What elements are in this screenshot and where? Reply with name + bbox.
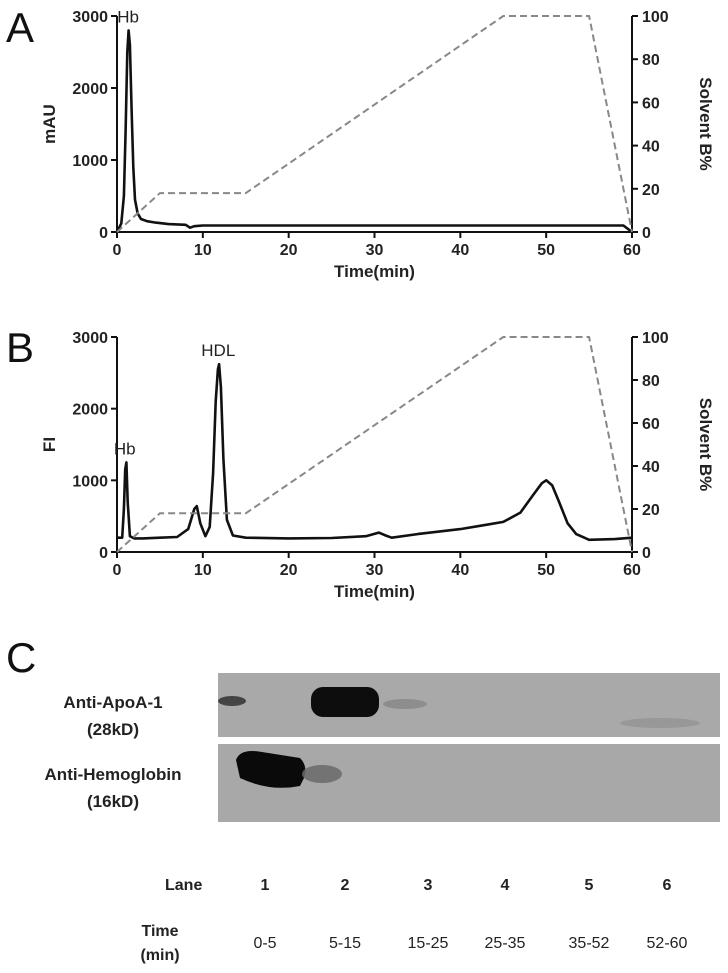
y-tick-label: 1000 [72,473,108,490]
y2-tick-label: 80 [642,52,660,69]
solvent-gradient-line [116,15,633,233]
x-tick-label: 40 [451,242,469,259]
x-tick-label: 30 [366,562,384,579]
blot-membrane-hemoglobin [218,744,720,822]
blot-band-hemoglobin-lane1 [236,751,306,788]
lane-labels: 1 2 3 4 5 6 0-5 5-15 15-25 25-35 35-52 52-60 [253,877,687,952]
y-tick-label: 3000 [72,9,108,26]
y2-axis-title: Solvent B% [696,398,715,492]
lane-number: 5 [585,877,594,894]
x-tick-label: 40 [451,562,469,579]
blot-band-apoa1-lane6 [620,718,700,728]
lane-time-range: 0-5 [253,935,276,952]
x-tick-label: 10 [194,562,212,579]
lane-time-range: 25-35 [485,935,526,952]
y2-tick-label: 20 [642,182,660,199]
y2-tick-label: 0 [642,545,651,562]
x-tick-label: 0 [113,242,122,259]
solvent-gradient-line [116,336,633,553]
blot-band-hemoglobin-lane2 [302,765,342,783]
x-tick-label: 50 [537,562,555,579]
lane-number: 2 [341,877,350,894]
y2-tick-label: 0 [642,225,651,242]
x-tick-label: 30 [366,242,384,259]
blot-row-2-sublabel: (16kD) [87,792,139,811]
lane-number: 1 [261,877,270,894]
y-tick-label: 0 [99,545,108,562]
y2-axis-title: Solvent B% [696,77,715,171]
blot-row-1-sublabel: (28kD) [87,720,139,739]
y-tick-label: 3000 [72,330,108,347]
x-axis-title: Time(min) [334,582,415,601]
peak-label: HDL [201,341,235,360]
y-axis-title: mAU [40,104,59,144]
lane-number: 3 [424,877,433,894]
x-tick-label: 50 [537,242,555,259]
y2-tick-label: 80 [642,373,660,390]
chart-b: 0 10 20 30 40 50 600100020003000020406080100Ti… [40,330,715,601]
lane-time-range: 5-15 [329,935,361,952]
y2-tick-label: 60 [642,95,660,112]
blot-row-2-label: Anti-Hemoglobin [45,765,182,784]
x-tick-label: 20 [280,242,298,259]
blot-band-apoa1-lane3 [383,699,427,709]
lane-time-range: 15-25 [408,935,449,952]
peak-label: Hb [117,7,139,26]
y2-tick-label: 40 [642,139,660,156]
y2-tick-label: 100 [642,9,669,26]
peak-label: Hb [114,439,136,458]
western-blot: Anti-ApoA-1 (28kD) Anti-Hemoglobin (16kD… [45,673,720,964]
blot-band-apoa1-lane2 [311,687,379,717]
time-unit-header: (min) [140,947,179,964]
y-tick-label: 2000 [72,81,108,98]
lane-number: 6 [663,877,672,894]
x-tick-label: 20 [280,562,298,579]
panel-label-a: A [6,4,34,51]
panel-label-c: C [6,634,36,681]
lane-time-range: 52-60 [647,935,688,952]
y-tick-label: 2000 [72,402,108,419]
x-tick-label: 10 [194,242,212,259]
panel-label-b: B [6,324,34,371]
y-axis-title: FI [40,437,59,452]
x-tick-label: 60 [623,242,641,259]
blot-row-1-label: Anti-ApoA-1 [63,693,162,712]
y2-tick-label: 60 [642,416,660,433]
x-tick-label: 0 [113,562,122,579]
lane-number: 4 [501,877,510,894]
lane-time-range: 35-52 [569,935,610,952]
chromatogram-trace [117,362,633,542]
y2-tick-label: 20 [642,502,660,519]
time-header: Time [141,923,178,940]
blot-band-apoa1-lane1 [218,696,246,706]
y2-tick-label: 40 [642,459,660,476]
x-tick-label: 60 [623,562,641,579]
y-tick-label: 0 [99,225,108,242]
lane-header: Lane [165,877,202,894]
chromatogram-trace [115,29,633,234]
chart-a: 0 10 20 30 40 50 600100020003000020406080100Ti… [40,7,715,281]
y2-tick-label: 100 [642,330,669,347]
y-tick-label: 1000 [72,153,108,170]
x-axis-title: Time(min) [334,262,415,281]
